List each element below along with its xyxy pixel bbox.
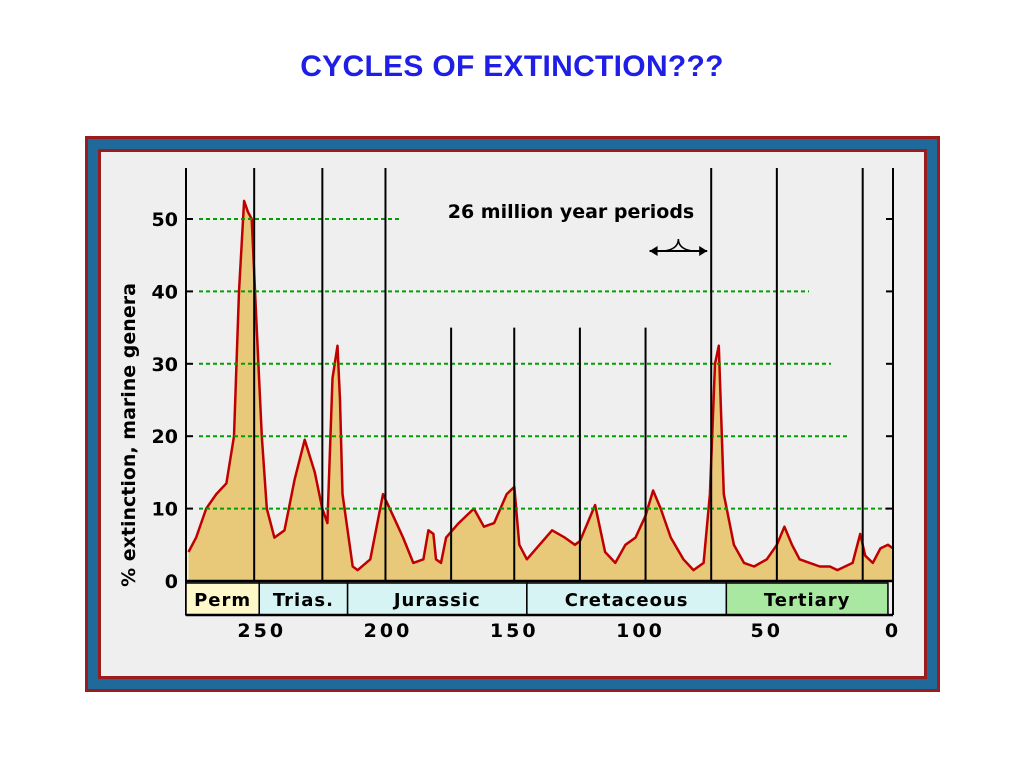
- period-line-layer: [253, 168, 894, 581]
- x-tick-label-200: 200: [364, 620, 413, 642]
- annotation-text: 26 million year periods: [448, 201, 695, 223]
- y-tick-label-0: 0: [165, 571, 178, 593]
- period-label-trias: Trias.: [273, 590, 334, 611]
- period-band-jurassic: [346, 582, 528, 616]
- period-band-perm: [185, 582, 260, 616]
- period-band-trias: [258, 582, 349, 616]
- y-tick-label-30: 30: [152, 354, 178, 376]
- period-label-jurassic: Jurassic: [392, 590, 481, 611]
- annotation-brace-right: [677, 238, 693, 252]
- x-tick-label-150: 150: [490, 620, 539, 642]
- slide-title: CYCLES OF EXTINCTION???: [300, 50, 724, 83]
- x-tick-label-100: 100: [616, 620, 665, 642]
- annotation-layer: 26 million year periods: [448, 201, 708, 256]
- y-tick-label-40: 40: [152, 281, 178, 303]
- extinction-area: [188, 200, 893, 581]
- y-axis-label: % extinction, marine genera: [118, 283, 140, 587]
- period-band-cretaceous: [526, 582, 728, 616]
- annotation-arrowhead-right: [699, 246, 708, 256]
- y-tick-label-50: 50: [152, 209, 178, 231]
- x-tick-label-0: 0: [885, 620, 901, 642]
- period-band-tertiary: [725, 582, 889, 616]
- annotation-brace-left: [664, 238, 680, 252]
- period-label-perm: Perm: [194, 590, 251, 611]
- annotation-arrowhead-left: [649, 246, 658, 256]
- period-label-tertiary: Tertiary: [764, 590, 851, 611]
- x-tick-label-50: 50: [751, 620, 783, 642]
- period-band-layer: Perm Trias. Jurassic Cretaceous Tertiary: [185, 582, 893, 617]
- y-tick-label-10: 10: [152, 499, 178, 521]
- y-tick-label-20: 20: [152, 426, 178, 448]
- x-tick-label-250: 250: [237, 620, 286, 642]
- period-label-cretaceous: Cretaceous: [565, 590, 689, 611]
- extinction-line: [187, 199, 894, 572]
- area-layer: [187, 199, 894, 581]
